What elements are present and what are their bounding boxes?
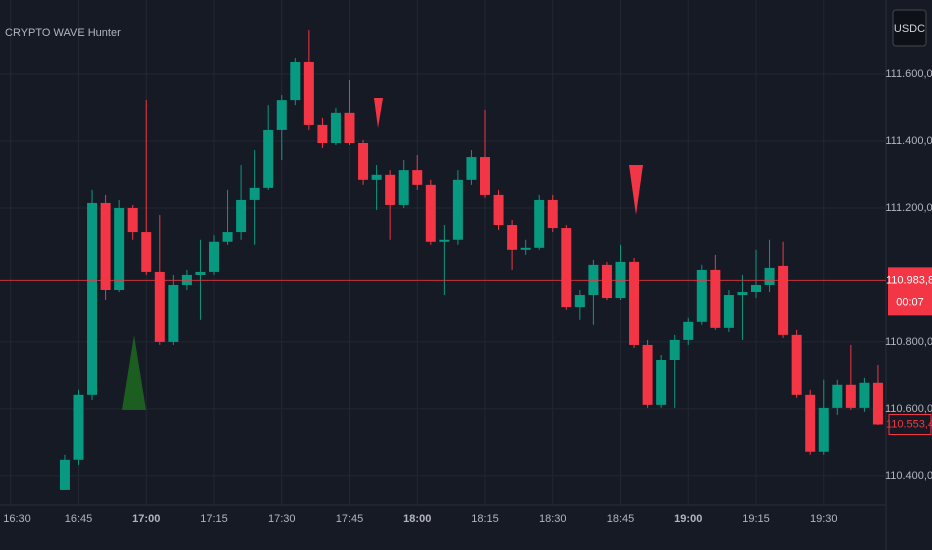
indicator-title: CRYPTO WAVE Hunter [5,27,121,39]
candle-body [371,174,382,180]
y-tick-label: 110.400,0 [885,470,932,482]
y-tick-label: 110.800,0 [885,336,932,348]
candle-body [737,292,748,296]
y-tick-label: 111.400,0 [885,135,932,147]
candle-body [818,407,829,452]
sell-signal [629,165,643,215]
candle-body [683,321,694,340]
candle-body [805,394,816,452]
x-tick-label: 19:30 [810,513,838,525]
price-label: 110.983,8 [886,274,932,286]
candle-body [317,124,328,143]
candle-body [236,199,247,233]
candle-body [114,207,125,291]
candle-body [601,264,612,299]
candle-body [574,295,585,308]
candle-body [59,459,70,490]
candle-body [710,269,721,328]
candle-body [642,344,653,405]
y-tick-label: 110.600,0 [885,403,932,415]
candle-body [507,225,518,250]
x-tick-label: 16:30 [3,513,31,525]
candle-body [385,174,396,205]
x-tick-label: 16:45 [65,513,93,525]
candle-body [398,170,409,205]
candle-body [154,271,165,342]
symbol-button[interactable] [892,9,927,47]
candle-body [778,265,789,335]
candle-body [466,157,477,180]
candle-body [696,269,707,322]
y-tick-label: 111.200,0 [885,202,932,214]
candle-body [425,184,436,242]
candle-body [412,170,423,185]
candle-body [290,61,301,101]
candle-body [520,247,531,250]
candle-body [330,112,341,143]
last-price-label: 110.553,4 [886,418,932,430]
candle-body [534,199,545,248]
candle-body [629,261,640,345]
x-tick-label: 17:45 [336,513,364,525]
candle-body [303,61,314,125]
candle-body [547,199,558,229]
y-tick-label: 111.600,0 [885,68,932,80]
candle-body [751,284,761,293]
candle-body [358,142,369,180]
last-price-box [888,413,932,435]
candle-body [87,202,98,395]
candle-body [344,112,355,143]
candle-body [222,232,233,242]
axis-labels: 110.400,0 110.600,0 110.800,0 111.200,0 111.… [3,68,932,525]
symbol-button-label[interactable]: USDC [894,23,925,35]
candle-body [100,202,111,291]
candle-body [249,187,260,200]
x-tick-label: 19:00 [674,513,702,525]
x-tick-label: 18:30 [539,513,567,525]
candle-body [480,157,490,195]
plot [0,30,886,490]
candle-body [656,359,667,405]
candle-body [209,241,219,272]
x-tick-label: 18:45 [607,513,635,525]
buy-signal [122,335,146,410]
candle-body [127,207,138,233]
price-label-box [888,267,932,316]
candle-body [493,194,504,226]
x-tick-label: 17:15 [200,513,228,525]
candle-body [832,384,843,408]
candle-body [561,228,572,308]
candle-body [791,334,802,395]
candle-body [141,232,152,272]
x-tick-label: 18:00 [403,513,431,525]
sell-signal [374,98,383,128]
candle-body [452,179,463,240]
candle-body [669,339,680,360]
candle-body [723,295,734,328]
candle-body [73,394,84,460]
candle-body [764,267,775,285]
price-countdown: 00:07 [896,296,924,308]
candle-body [195,271,206,275]
candle-body [263,129,274,188]
candle-body [276,100,287,130]
candle-body [872,382,883,425]
x-tick-label: 19:15 [742,513,770,525]
candle-body [168,284,179,342]
x-tick-label: 17:00 [132,513,160,525]
x-tick-label: 17:30 [268,513,296,525]
candle-body [845,384,856,408]
candle-body [439,239,450,242]
x-tick-label: 18:15 [471,513,499,525]
candle-body [859,382,870,408]
